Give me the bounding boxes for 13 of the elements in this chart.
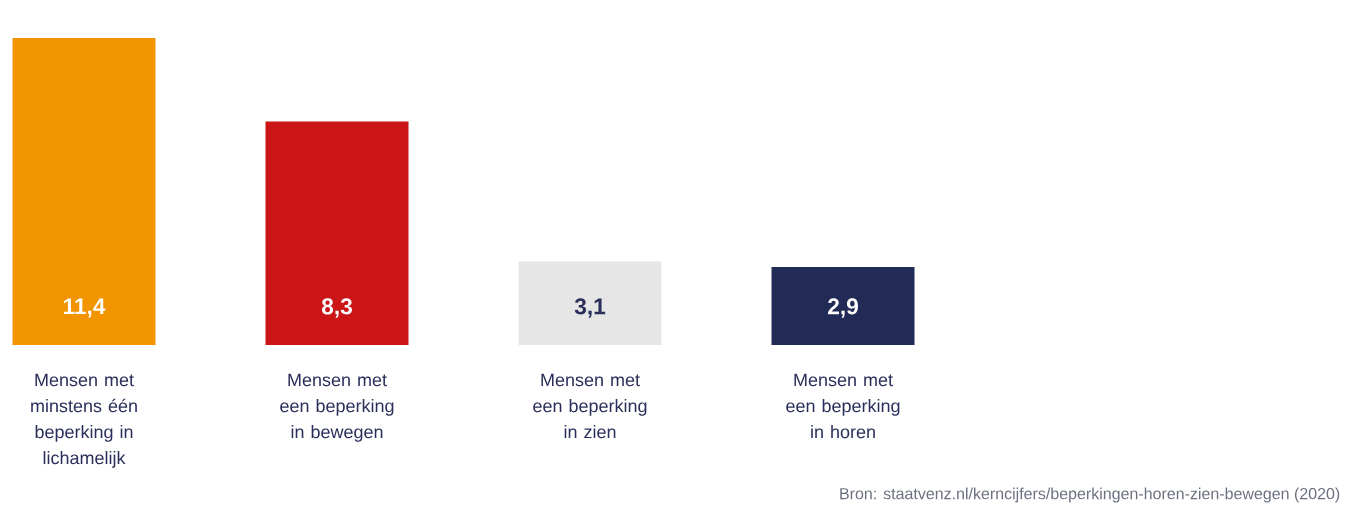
bar bbox=[12, 38, 156, 345]
x-tick-label: Mensen met een beperking in horen bbox=[786, 373, 900, 439]
bar bbox=[518, 261, 662, 345]
data-label: 8,3 bbox=[321, 298, 352, 318]
x-tick-label: Mensen met een beperking in bewegen bbox=[280, 373, 394, 442]
data-label: 11,4 bbox=[63, 298, 106, 318]
bar bbox=[265, 121, 409, 345]
data-label: 3,1 bbox=[574, 298, 606, 318]
bar bbox=[771, 266, 915, 345]
data-label: 2,9 bbox=[828, 298, 858, 318]
x-tick-label: Mensen met minstens één beperking in lichamelijk bbox=[31, 373, 137, 468]
x-tick-label: Mensen met een beperking in zien bbox=[533, 373, 647, 439]
text: Bron: staatvenz.nl/kerncijfers/beperkingen-horen-zien-bewegen (2020) bbox=[840, 487, 1340, 503]
